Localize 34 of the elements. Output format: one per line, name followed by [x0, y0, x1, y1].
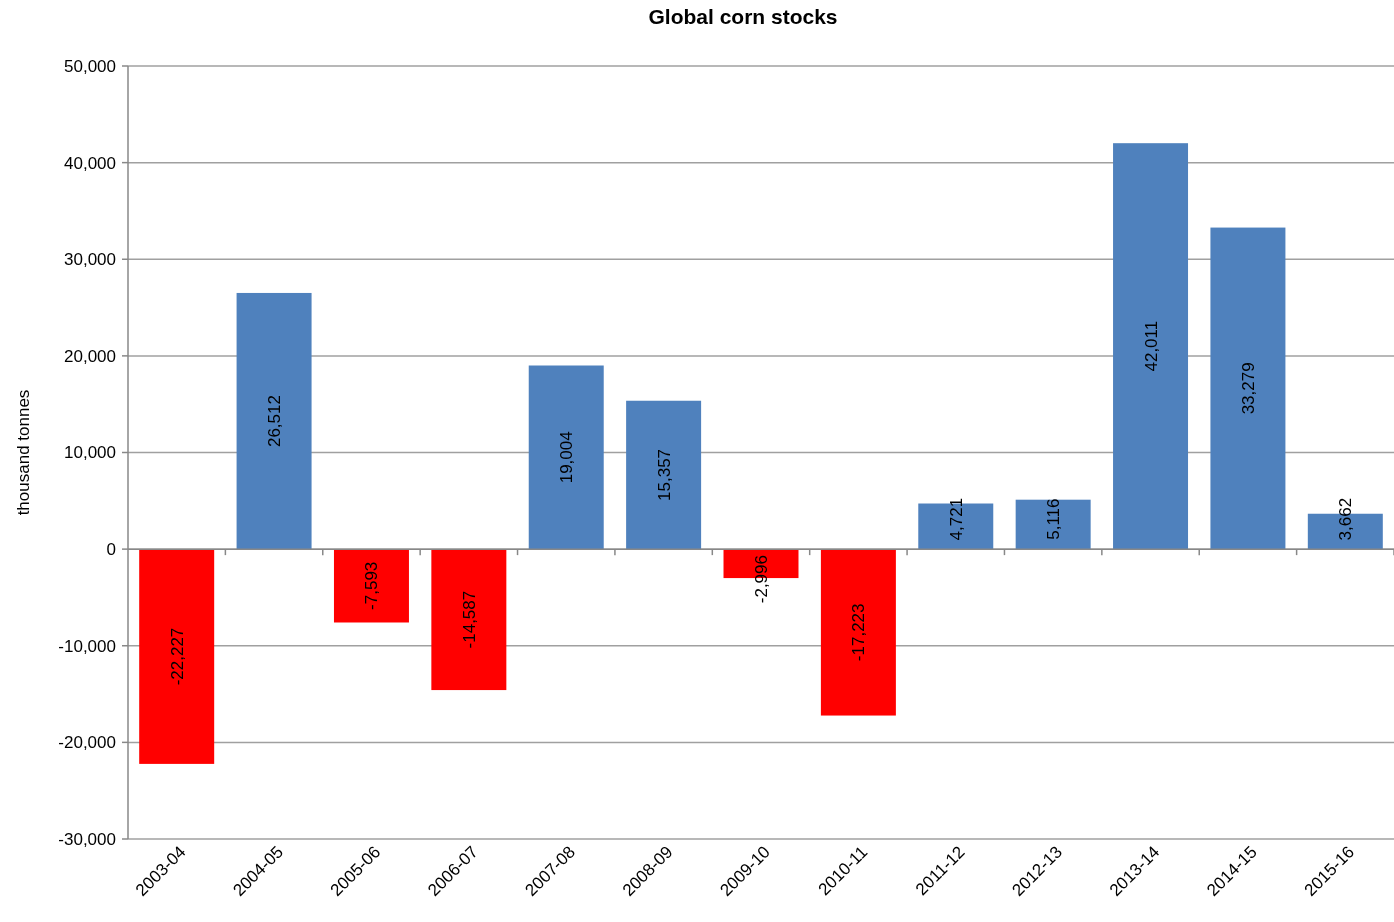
bar [333, 549, 409, 623]
data-label: 15,357 [654, 448, 674, 501]
y-tick-label: 30,000 [64, 250, 116, 270]
y-tick-label: 50,000 [64, 56, 116, 76]
data-label: 42,011 [1141, 320, 1161, 372]
data-label: 26,512 [265, 395, 285, 448]
data-label: 33,279 [1238, 362, 1258, 415]
data-label: -2,996 [752, 555, 771, 604]
y-tick-label: -20,000 [58, 733, 116, 753]
bar [1015, 499, 1091, 550]
bar [236, 292, 312, 550]
bar [1113, 143, 1189, 550]
y-tick-label: 20,000 [64, 346, 116, 366]
data-label: -17,223 [849, 603, 869, 662]
y-tick-label: 0 [106, 540, 116, 560]
bar [139, 549, 215, 764]
data-label: -7,593 [362, 561, 382, 610]
data-label: 3,662 [1336, 497, 1356, 541]
chart-title: Global corn stocks [648, 5, 838, 28]
data-label: 4,721 [946, 497, 966, 541]
y-tick-label: -30,000 [58, 829, 116, 849]
y-tick-label: 40,000 [64, 153, 116, 173]
bar [1210, 227, 1286, 550]
y-tick-label: 10,000 [64, 443, 116, 463]
data-label: -22,227 [167, 627, 187, 686]
data-label: 5,116 [1044, 498, 1064, 540]
bar [431, 549, 507, 691]
bar [820, 549, 896, 716]
y-tick-label: -10,000 [58, 636, 116, 656]
data-label: 19,004 [557, 431, 577, 484]
y-axis-title: thousand tonnes [14, 389, 33, 516]
data-label: -14,587 [459, 590, 479, 649]
bar [528, 365, 604, 550]
bar [626, 400, 702, 550]
